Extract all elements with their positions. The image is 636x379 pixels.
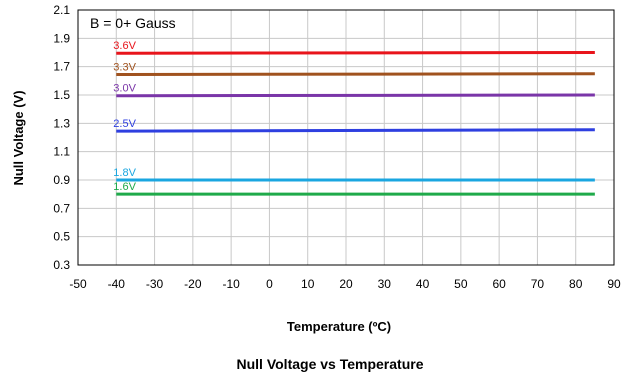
y-tick-label: 0.9 — [53, 173, 70, 187]
y-tick-label: 0.5 — [53, 230, 70, 244]
x-tick-label: -40 — [108, 277, 126, 291]
x-tick-label: 40 — [416, 277, 430, 291]
x-axis-title: Temperature (ºC) — [287, 319, 391, 334]
series-line — [116, 93, 595, 98]
x-tick-label: -20 — [184, 277, 202, 291]
y-tick-label: 1.9 — [53, 31, 70, 45]
series-label: 3.6V — [113, 40, 136, 52]
x-tick-label: -10 — [222, 277, 240, 291]
grid-lines — [77, 9, 615, 266]
y-tick-label: 0.3 — [53, 258, 70, 272]
y-tick-label: 1.7 — [53, 60, 70, 74]
field-annotation: B = 0+ Gauss — [90, 15, 176, 31]
x-tick-label: 30 — [378, 277, 392, 291]
x-tick-label: 10 — [301, 277, 315, 291]
x-tick-label: -50 — [69, 277, 87, 291]
y-tick-label: 1.3 — [53, 116, 70, 130]
series-line — [116, 72, 595, 76]
series-label: 1.6V — [113, 181, 136, 193]
y-tick-label: 2.1 — [53, 3, 70, 17]
y-axis-title: Null Voltage (V) — [11, 90, 26, 185]
y-tick-label: 0.7 — [53, 201, 70, 215]
series-label: 3.0V — [113, 83, 136, 95]
x-tick-label: 20 — [339, 277, 353, 291]
x-tick-label: -30 — [146, 277, 164, 291]
series-line — [116, 128, 595, 133]
y-tick-label: 1.5 — [53, 88, 70, 102]
series-label: 1.8V — [113, 167, 136, 179]
plot-area-frame — [77, 9, 615, 266]
chart-title: Null Voltage vs Temperature — [237, 356, 424, 372]
x-tick-label: 80 — [569, 277, 583, 291]
x-tick-label: 60 — [492, 277, 506, 291]
series-label: 3.3V — [113, 61, 136, 73]
series-label: 2.5V — [113, 118, 136, 130]
y-tick-label: 1.1 — [53, 145, 70, 159]
x-tick-label: 90 — [607, 277, 621, 291]
series-lines: 3.6V 3.3V 3.0V 2.5V 1.8V 1.6V — [113, 40, 595, 196]
y-tick-labels: 0.3 0.5 0.7 0.9 1.1 1.3 1.5 1.7 1.9 2.1 — [53, 3, 70, 272]
x-tick-label: 0 — [266, 277, 273, 291]
x-tick-labels: -50 -40 -30 -20 -10 0 10 20 30 40 50 60 70 80 90 — [69, 277, 621, 291]
x-tick-label: 70 — [531, 277, 545, 291]
series-line — [116, 51, 595, 55]
x-tick-label: 50 — [454, 277, 468, 291]
